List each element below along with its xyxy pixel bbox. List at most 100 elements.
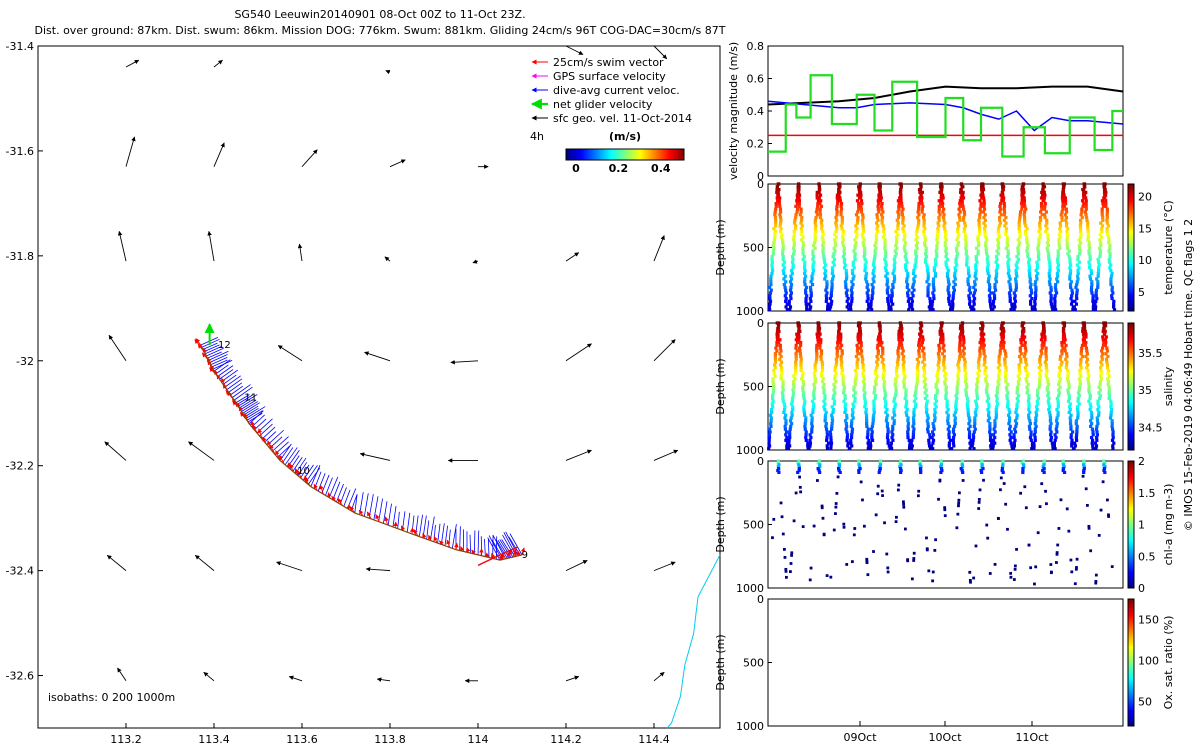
profile-point [941, 335, 945, 339]
profile-point [791, 263, 795, 267]
time-axis: 09Oct 10Oct 11Oct [843, 721, 1049, 744]
profile-point [1057, 241, 1061, 245]
profile-point [903, 243, 907, 248]
profile-point [782, 282, 786, 287]
profile-point [796, 461, 800, 465]
colorbar-cell [1128, 480, 1134, 482]
profile-point [939, 190, 943, 194]
swim-vector [520, 547, 526, 556]
colorbar-cell [1128, 415, 1134, 417]
profile-point [771, 380, 775, 384]
colorbar-cell [1128, 659, 1134, 661]
colorbar-tick-label: 0.5 [1138, 550, 1156, 563]
profile-point [960, 463, 964, 467]
profile-point [795, 332, 799, 336]
profile-point [902, 382, 906, 387]
profile-point [1001, 187, 1005, 192]
colorbar-cell [566, 149, 568, 160]
profile-point [1096, 408, 1100, 412]
profile-point [1101, 480, 1105, 484]
profile-point [949, 308, 953, 312]
profile-point [1112, 441, 1116, 445]
profile-point [837, 329, 841, 333]
profile-point [917, 346, 922, 350]
profile-point [948, 302, 952, 306]
profile-point [1041, 193, 1045, 197]
geo-vector [385, 69, 391, 75]
profile-point [1029, 566, 1033, 570]
profile-point [976, 252, 980, 256]
dac-vector [477, 530, 480, 555]
colorbar-cell [1128, 370, 1134, 372]
colorbar-cell [1128, 652, 1134, 654]
profile-point [1054, 435, 1058, 440]
profile-point [860, 360, 864, 364]
colorbar-cell [1128, 263, 1134, 265]
profile-point [840, 215, 844, 220]
profile-point [1088, 246, 1092, 250]
colorbar-cell [1128, 701, 1134, 703]
profile-point [895, 366, 899, 370]
colorbar-cell [1128, 467, 1134, 469]
profile-point [826, 302, 830, 306]
colorbar-cell [606, 149, 608, 160]
profile-point [854, 224, 858, 228]
profile-point [1082, 338, 1086, 342]
profile-point [902, 503, 906, 506]
profile-point [1062, 193, 1066, 197]
profile-point [961, 354, 965, 359]
profile-point [907, 288, 911, 292]
colorbar-cell [1128, 413, 1134, 415]
profile-point [775, 187, 779, 192]
colorbar-cell [1128, 667, 1134, 669]
profile-point [940, 321, 944, 325]
profile-point [825, 435, 829, 440]
profile-point [1047, 274, 1052, 278]
colorbar-cell [1128, 708, 1134, 710]
profile-point [1112, 305, 1116, 309]
profile-point [1024, 349, 1028, 353]
profile-point [1060, 352, 1064, 356]
profile-point [931, 570, 935, 574]
profile-point [813, 232, 817, 236]
profile-point [962, 215, 966, 220]
profile-point [865, 559, 869, 563]
profile-point [1060, 218, 1064, 222]
profile-point [886, 296, 890, 301]
profile-point [923, 363, 927, 367]
profile-point [956, 252, 960, 256]
colorbar-cell [1128, 430, 1134, 432]
profile-point [966, 408, 970, 412]
profile-point [853, 238, 857, 242]
profile-point [789, 277, 794, 281]
profile-point [896, 349, 900, 353]
profile-point [1045, 377, 1050, 381]
profile-point [801, 371, 805, 375]
profile-point [897, 483, 901, 487]
profile-point [1075, 282, 1079, 287]
colorbar-cell [1128, 613, 1134, 615]
profile-point [1027, 257, 1031, 262]
profile-point [1033, 296, 1037, 301]
colorbar-cell [650, 149, 652, 160]
profile-point [963, 368, 967, 373]
profile-point [886, 570, 890, 574]
colorbar-cell [1128, 578, 1134, 580]
profile-point [988, 427, 992, 431]
profile-point [803, 269, 807, 273]
profile-point [808, 296, 812, 301]
profile-point [1079, 235, 1083, 239]
profile-point [803, 427, 807, 431]
profile-point [1017, 377, 1021, 381]
profile-point [964, 235, 968, 239]
profile-point [1033, 430, 1037, 434]
dac-vector [246, 410, 263, 421]
profile-point [838, 338, 843, 342]
colorbar-cell [1128, 336, 1134, 338]
profile-point [841, 382, 846, 387]
profile-point [944, 263, 948, 267]
colorbar-cell [1128, 334, 1134, 336]
profile-point [915, 246, 919, 250]
profile-point [791, 266, 795, 270]
